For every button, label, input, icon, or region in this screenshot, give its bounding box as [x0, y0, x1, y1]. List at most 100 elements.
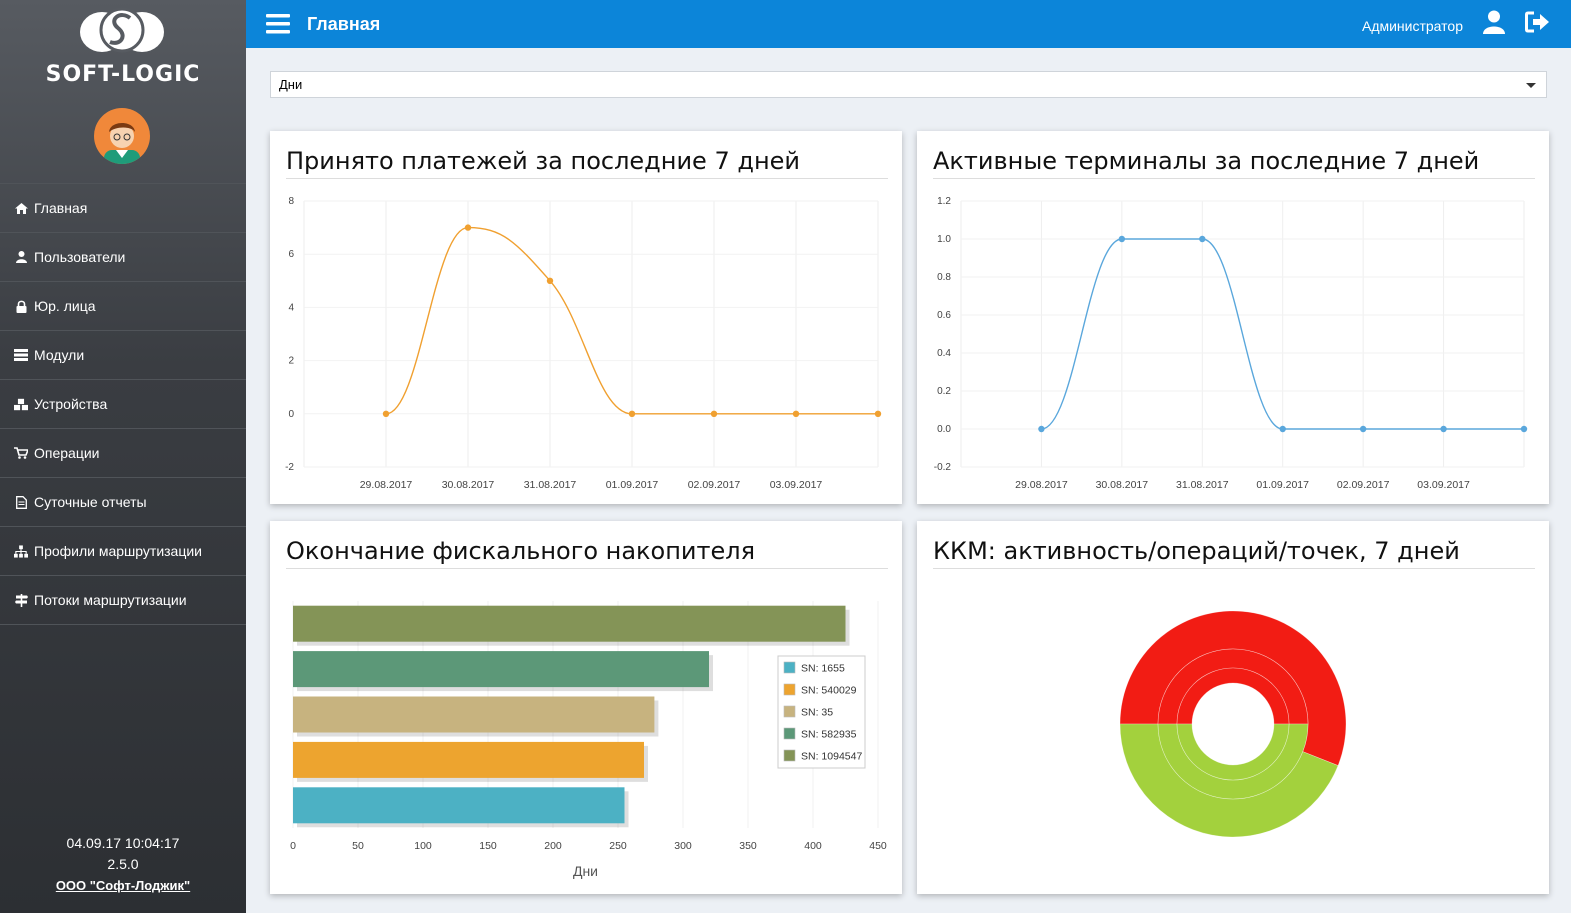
payments-chart-panel: Принято платежей за последние 7 дней -2 0…: [270, 131, 902, 504]
legend-label: SN: 35: [801, 707, 833, 719]
cubes-icon: [14, 398, 28, 411]
chevron-down-icon: [1526, 83, 1536, 88]
data-point: [1199, 235, 1206, 243]
x-axis-label: Дни: [573, 863, 598, 879]
y-tick-label: 8: [288, 196, 294, 207]
sidebar-item-home[interactable]: Главная: [0, 183, 246, 232]
bar: [293, 741, 644, 778]
sidebar-item-operations[interactable]: Операции: [0, 428, 246, 477]
data-point: [1279, 425, 1286, 433]
user-profile-icon[interactable]: [1483, 10, 1505, 39]
legend-swatch: [783, 683, 796, 696]
sidebar-item-devices[interactable]: Устройства: [0, 379, 246, 428]
x-tick-label: 100: [414, 840, 432, 852]
sidebar-item-label: Главная: [34, 200, 88, 216]
legend-swatch: [783, 661, 796, 674]
sidebar-item-label: Суточные отчеты: [34, 494, 147, 510]
kkm-activity-donut-chart: [1119, 610, 1347, 838]
data-point: [382, 410, 390, 417]
avatar[interactable]: [94, 108, 150, 164]
server-datetime: 04.09.17 10:04:17: [66, 835, 180, 851]
y-tick-label: 0.8: [937, 272, 951, 283]
x-tick-label: 01.09.2017: [1256, 479, 1309, 491]
legend-label: SN: 1655: [801, 663, 845, 675]
fiscal-storage-bar-chart: 0 50 100 150 200 250 300 350 400 450 Дни SN: 1655 SN…: [290, 601, 887, 879]
data-point: [1359, 425, 1367, 433]
legend-swatch: [783, 749, 796, 762]
data-point: [546, 277, 554, 284]
x-tick-label: 31.08.2017: [1176, 479, 1229, 491]
x-tick-label: 150: [479, 840, 497, 852]
file-icon: [14, 495, 28, 509]
server-icon: [14, 349, 28, 361]
sidebar-item-label: Операции: [34, 445, 100, 461]
logo-icon: [80, 7, 164, 53]
x-tick-label: 03.09.2017: [770, 479, 823, 491]
x-tick-label: 02.09.2017: [1337, 479, 1390, 491]
x-tick-label: 29.08.2017: [1015, 479, 1068, 491]
x-tick-label: 200: [544, 840, 562, 852]
data-point: [1118, 235, 1126, 243]
signpost-icon: [14, 593, 28, 607]
panel-title: Принято платежей за последние 7 дней: [286, 147, 800, 175]
sidebar-item-label: Профили маршрутизации: [34, 543, 203, 559]
terminals-line-chart: -0.2 0.0 0.2 0.4 0.6 0.8 1.0 1.2 29.08.2017 30.08…: [934, 196, 1528, 491]
y-tick-label: -0.2: [934, 462, 952, 473]
y-tick-label: -2: [285, 462, 294, 473]
series-line: [385, 226, 878, 415]
menu-toggle-icon[interactable]: [266, 14, 292, 34]
sidebar-item-label: Модули: [34, 347, 85, 363]
data-point: [1440, 425, 1447, 433]
sidebar-nav: Главная Пользователи Юр. лица Модули Уст…: [0, 183, 246, 625]
x-tick-label: 31.08.2017: [524, 479, 577, 491]
divider: [933, 568, 1535, 569]
divider: [933, 178, 1535, 179]
legend-label: SN: 540029: [801, 685, 857, 697]
user-name[interactable]: Администратор: [1361, 18, 1463, 34]
legend-swatch: [783, 727, 796, 740]
y-tick-label: 0.2: [937, 386, 951, 397]
fiscal-storage-chart-panel: Окончание фискального накопителя 0 50 100 1…: [270, 521, 902, 894]
legend-swatch: [783, 705, 796, 718]
bar: [293, 787, 625, 824]
legend-label: SN: 582935: [801, 729, 857, 741]
x-tick-label: 29.08.2017: [360, 479, 413, 491]
sidebar-item-modules[interactable]: Модули: [0, 330, 246, 379]
y-tick-label: 1.2: [937, 196, 951, 207]
x-tick-label: 30.08.2017: [442, 479, 495, 491]
x-tick-label: 350: [739, 840, 757, 852]
sidebar-item-label: Устройства: [34, 396, 108, 412]
data-point: [464, 224, 472, 231]
sidebar-item-routing-profiles[interactable]: Профили маршрутизации: [0, 526, 246, 575]
sidebar-item-users[interactable]: Пользователи: [0, 232, 246, 281]
y-tick-label: 4: [288, 302, 294, 313]
x-tick-label: 250: [609, 840, 627, 852]
x-tick-label: 400: [804, 840, 822, 852]
x-tick-label: 01.09.2017: [606, 479, 659, 491]
kkm-activity-chart-panel: ККМ: активность/операций/точек, 7 дней: [917, 521, 1549, 894]
y-tick-label: 2: [288, 356, 294, 367]
sidebar-item-label: Юр. лица: [34, 298, 96, 314]
bar: [293, 696, 655, 733]
sidebar-item-legal-entities[interactable]: Юр. лица: [0, 281, 246, 330]
panel-title: Окончание фискального накопителя: [286, 537, 756, 565]
legend-label: SN: 1094547: [801, 751, 862, 763]
panel-title: ККМ: активность/операций/точек, 7 дней: [933, 537, 1460, 565]
brand-logo[interactable]: SOFT-LOGIC: [0, 0, 246, 100]
lock-icon: [14, 300, 28, 313]
y-tick-label: 6: [288, 249, 294, 260]
sidebar-item-routing-flows[interactable]: Потоки маршрутизации: [0, 575, 246, 625]
company-link[interactable]: ООО "Софт-Лоджик": [55, 878, 191, 893]
home-icon: [14, 202, 28, 214]
bar: [293, 651, 709, 688]
period-select[interactable]: Дни: [270, 71, 1547, 98]
divider: [286, 568, 888, 569]
sitemap-icon: [14, 544, 28, 558]
series-line: [1041, 238, 1524, 430]
donut-slice: [1176, 723, 1290, 781]
terminals-chart-panel: Активные терминалы за последние 7 дней -…: [917, 131, 1549, 504]
sidebar-item-label: Пользователи: [34, 249, 126, 265]
sidebar-item-daily-reports[interactable]: Суточные отчеты: [0, 477, 246, 526]
user-icon: [14, 251, 28, 263]
logout-icon[interactable]: [1525, 11, 1551, 38]
